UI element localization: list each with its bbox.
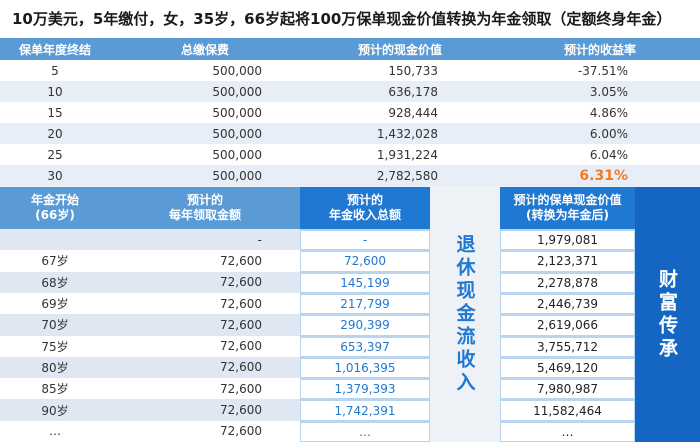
cell-return-rate: 6.00%: [589, 126, 628, 141]
header-total-premium: 总缴保费: [180, 42, 229, 57]
cell-age: 69岁: [0, 292, 110, 315]
header-policy-year: 保单年度终结: [18, 42, 91, 57]
cell-annual-payout: 72,600: [110, 399, 300, 421]
retirement-cashflow-label: 退休现金流收入: [430, 187, 500, 442]
page-title: 10万美元，5年缴付，女，35岁，66岁起将100万保单现金价值转换为年金领取（…: [0, 0, 700, 38]
table-row: 69岁 72,600 217,799 2,446,739: [0, 292, 700, 315]
cell-total-premium: 500,000: [212, 84, 262, 99]
table-row: … 72,600……: [0, 420, 700, 442]
cell-age: 70岁: [0, 314, 110, 336]
cell-annual-payout: -: [110, 229, 300, 251]
cell-total-premium: 500,000: [212, 105, 262, 120]
cell-cash-value: 150,733: [388, 63, 438, 78]
cell-age: 90岁: [0, 399, 110, 421]
header-return-rate: 预计的收益率: [563, 42, 636, 57]
cell-annuity-total: 1,742,391: [300, 399, 430, 421]
cell-converted-value: 7,980,987: [500, 378, 635, 400]
header-annual-payout: 预计的 每年领取金额: [110, 187, 300, 229]
cell-annuity-total: 290,399: [300, 314, 430, 336]
cell-annual-payout: 72,600: [110, 250, 300, 272]
table-row: 85岁 72,600 1,379,393 7,980,987: [0, 378, 700, 400]
table-row: 30 500,000 2,782,580 6.31%: [0, 165, 700, 186]
cell-converted-value: 2,446,739: [500, 292, 635, 315]
cell-return-rate: 6.04%: [589, 147, 628, 162]
header-converted-cash-value: 预计的保单现金价值 (转换为年金后): [500, 187, 635, 229]
table-row: 70岁 72,600 290,399 2,619,066: [0, 314, 700, 336]
cell-policy-year: 15: [47, 105, 63, 120]
cell-return-rate: 6.31%: [579, 167, 628, 184]
header-cash-value: 预计的现金价值: [357, 42, 442, 57]
cell-policy-year: 10: [47, 84, 63, 99]
cell-cash-value: 1,931,224: [376, 147, 438, 162]
table-row: 68岁 72,600 145,199 2,278,878: [0, 271, 700, 293]
cell-annual-payout: 72,600: [110, 271, 300, 293]
cell-age: 75岁: [0, 335, 110, 357]
cell-converted-value: 2,619,066: [500, 314, 635, 336]
cell-cash-value: 2,782,580: [376, 168, 438, 183]
cell-age: 67岁: [0, 250, 110, 272]
cell-policy-year: 20: [47, 126, 63, 141]
cell-converted-value: 5,469,120: [500, 356, 635, 379]
cell-annuity-total: 72,600: [300, 250, 430, 272]
table-row: 90岁 72,600 1,742,391 11,582,464: [0, 399, 700, 421]
cell-converted-value: 3,755,712: [500, 335, 635, 357]
header-annuity-start: 年金开始 (66岁): [0, 187, 110, 229]
cash-value-table: 保单年度终结 总缴保费 预计的现金价值 预计的收益率 5 500,000 150,7…: [0, 38, 700, 186]
table-row: 75岁 72,600 653,397 3,755,712: [0, 335, 700, 357]
cell-annuity-total: -: [300, 229, 430, 251]
cell-annuity-total: 145,199: [300, 271, 430, 293]
header-annuity-total: 预计的 年金收入总额: [300, 187, 430, 229]
table-row: 20 500,000 1,432,028 6.00%: [0, 123, 700, 144]
table-row: 25 500,000 1,931,224 6.04%: [0, 144, 700, 165]
cell-converted-value: 11,582,464: [500, 399, 635, 421]
cell-age: 85岁: [0, 378, 110, 400]
annuity-section: 年金开始 (66岁) 预计的 每年领取金额 预计的 年金收入总额 预计的保单现金价值(…: [0, 187, 700, 442]
cell-return-rate: 3.05%: [589, 84, 628, 99]
cell-converted-value: 1,979,081: [500, 229, 635, 251]
cell-annual-payout: 72,600: [110, 335, 300, 357]
cash-value-table-header: 保单年度终结 总缴保费 预计的现金价值 预计的收益率: [0, 38, 700, 60]
table-row: 15 500,000 928,444 4.86%: [0, 102, 700, 123]
cell-annuity-total: 653,397: [300, 335, 430, 357]
cell-policy-year: 25: [47, 147, 63, 162]
cell-age: 68岁: [0, 271, 110, 293]
cell-annual-payout: 72,600: [110, 356, 300, 379]
table-row: - - 1,979,081: [0, 229, 700, 251]
cell-annuity-total: 1,379,393: [300, 378, 430, 400]
cell-annual-payout: 72,600: [110, 314, 300, 336]
cell-converted-value: 2,123,371: [500, 250, 635, 272]
cell-converted-value: 2,278,878: [500, 271, 635, 293]
cell-cash-value: 636,178: [388, 84, 438, 99]
cell-annual-payout: 72,600: [110, 420, 300, 442]
table-row: 5 500,000 150,733 -37.51%: [0, 60, 700, 81]
cell-annuity-total: …: [300, 420, 430, 442]
cell-total-premium: 500,000: [212, 147, 262, 162]
cell-cash-value: 1,432,028: [376, 126, 438, 141]
cell-policy-year: 30: [47, 168, 63, 183]
table-row: 10 500,000 636,178 3.05%: [0, 81, 700, 102]
cell-annual-payout: 72,600: [110, 378, 300, 400]
cell-cash-value: 928,444: [388, 105, 438, 120]
table-row: 80岁 72,600 1,016,395 5,469,120: [0, 356, 700, 379]
cell-age: 80岁: [0, 356, 110, 379]
wealth-legacy-label: 财富传承: [635, 187, 700, 442]
cell-return-rate: 4.86%: [589, 105, 628, 120]
cell-annual-payout: 72,600: [110, 292, 300, 315]
cell-total-premium: 500,000: [212, 63, 262, 78]
cell-annuity-total: 217,799: [300, 292, 430, 315]
cell-annuity-total: 1,016,395: [300, 356, 430, 379]
table-row: 67岁 72,600 72,600 2,123,371: [0, 250, 700, 272]
cell-total-premium: 500,000: [212, 126, 262, 141]
cell-total-premium: 500,000: [212, 168, 262, 183]
cell-age: [0, 229, 110, 251]
cell-return-rate: -37.51%: [577, 63, 628, 78]
cell-policy-year: 5: [51, 63, 59, 78]
cell-converted-value: …: [500, 420, 635, 442]
cell-age: …: [0, 420, 110, 442]
